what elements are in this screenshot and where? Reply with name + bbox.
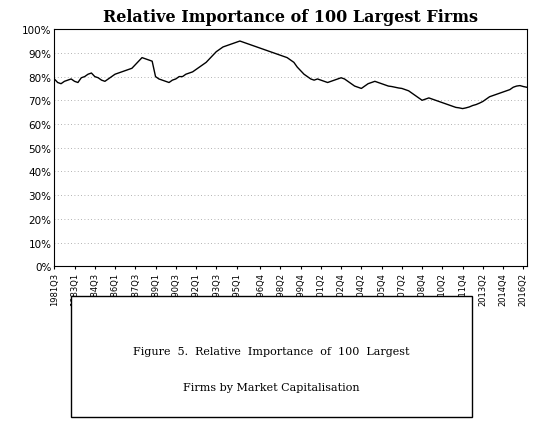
Title: Relative Importance of 100 Largest Firms: Relative Importance of 100 Largest Firms xyxy=(103,9,478,26)
Text: Firms by Market Capitalisation: Firms by Market Capitalisation xyxy=(183,382,360,392)
Text: Figure  5.  Relative  Importance  of  100  Largest: Figure 5. Relative Importance of 100 Lar… xyxy=(133,346,410,356)
